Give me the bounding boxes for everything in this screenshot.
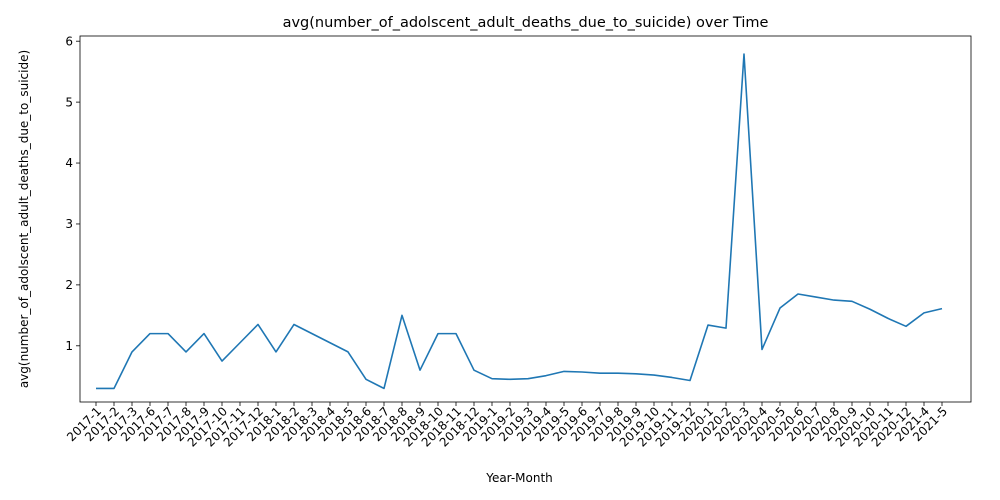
y-tick-label: 3: [65, 217, 73, 231]
y-tick-label: 4: [65, 156, 73, 170]
plot-area-frame: [79, 35, 972, 403]
y-tick-label: 6: [65, 34, 73, 48]
series-line: [96, 53, 943, 390]
y-tick-label: 2: [65, 278, 73, 292]
y-tick-label: 1: [65, 339, 73, 353]
x-axis-label: Year-Month: [485, 471, 553, 485]
y-axis-label: avg(number_of_adolscent_adult_deaths_due…: [17, 50, 31, 388]
y-tick-label: 5: [65, 95, 73, 109]
chart-title: avg(number_of_adolscent_adult_deaths_due…: [283, 15, 769, 31]
